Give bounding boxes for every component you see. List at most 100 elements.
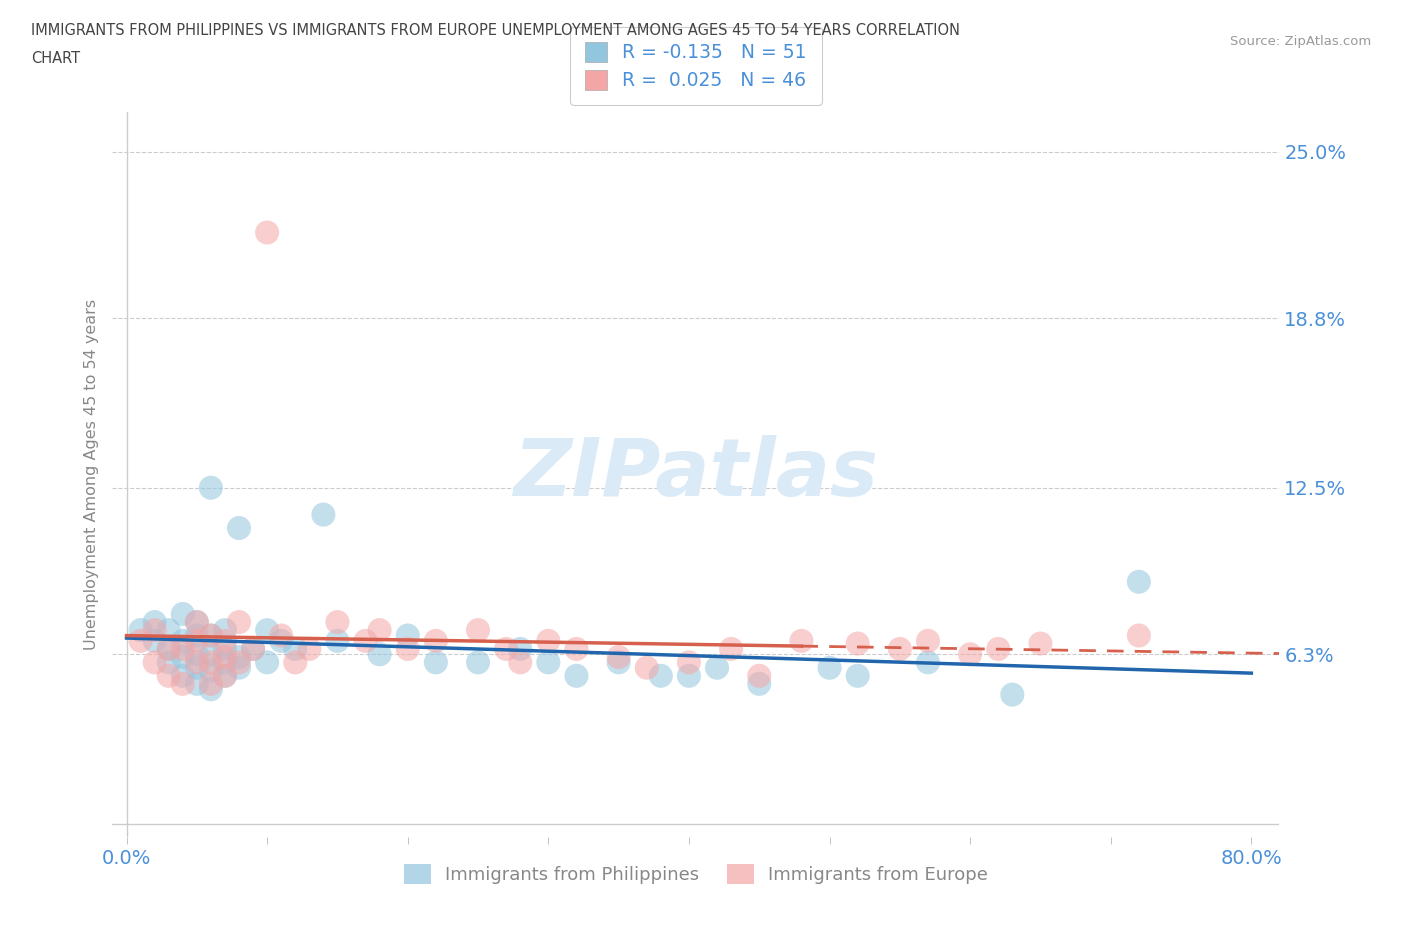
- Point: [425, 655, 447, 670]
- Point: [157, 669, 180, 684]
- Text: ZIPatlas: ZIPatlas: [513, 435, 879, 513]
- Text: Source: ZipAtlas.com: Source: ZipAtlas.com: [1230, 35, 1371, 48]
- Point: [228, 655, 250, 670]
- Point: [157, 655, 180, 670]
- Point: [1001, 687, 1024, 702]
- Point: [678, 669, 700, 684]
- Point: [354, 633, 377, 648]
- Point: [143, 655, 166, 670]
- Point: [959, 647, 981, 662]
- Legend: Immigrants from Philippines, Immigrants from Europe: Immigrants from Philippines, Immigrants …: [395, 856, 997, 893]
- Point: [396, 628, 419, 643]
- Point: [200, 663, 222, 678]
- Point: [186, 655, 208, 670]
- Point: [537, 633, 560, 648]
- Point: [748, 676, 770, 691]
- Point: [425, 633, 447, 648]
- Point: [157, 623, 180, 638]
- Point: [172, 676, 194, 691]
- Point: [242, 642, 264, 657]
- Point: [565, 642, 588, 657]
- Point: [846, 636, 869, 651]
- Point: [467, 655, 489, 670]
- Point: [917, 655, 939, 670]
- Point: [284, 642, 307, 657]
- Point: [678, 655, 700, 670]
- Point: [129, 623, 152, 638]
- Point: [368, 647, 391, 662]
- Point: [200, 628, 222, 643]
- Point: [607, 649, 630, 664]
- Point: [214, 633, 236, 648]
- Point: [200, 676, 222, 691]
- Point: [537, 655, 560, 670]
- Point: [228, 615, 250, 630]
- Point: [157, 642, 180, 657]
- Point: [790, 633, 813, 648]
- Point: [636, 660, 658, 675]
- Point: [186, 615, 208, 630]
- Point: [326, 615, 349, 630]
- Point: [607, 655, 630, 670]
- Point: [186, 615, 208, 630]
- Text: CHART: CHART: [31, 51, 80, 66]
- Point: [143, 615, 166, 630]
- Point: [467, 623, 489, 638]
- Point: [186, 647, 208, 662]
- Point: [186, 633, 208, 648]
- Point: [650, 669, 672, 684]
- Point: [172, 649, 194, 664]
- Point: [172, 633, 194, 648]
- Point: [214, 669, 236, 684]
- Text: IMMIGRANTS FROM PHILIPPINES VS IMMIGRANTS FROM EUROPE UNEMPLOYMENT AMONG AGES 45: IMMIGRANTS FROM PHILIPPINES VS IMMIGRANT…: [31, 23, 960, 38]
- Point: [186, 628, 208, 643]
- Point: [186, 676, 208, 691]
- Point: [143, 623, 166, 638]
- Point: [1128, 628, 1150, 643]
- Point: [157, 642, 180, 657]
- Point: [200, 682, 222, 697]
- Point: [143, 633, 166, 648]
- Point: [200, 655, 222, 670]
- Point: [917, 633, 939, 648]
- Point: [172, 669, 194, 684]
- Point: [509, 655, 531, 670]
- Point: [200, 628, 222, 643]
- Point: [495, 642, 517, 657]
- Point: [312, 507, 335, 522]
- Point: [256, 225, 278, 240]
- Point: [214, 642, 236, 657]
- Point: [1128, 575, 1150, 590]
- Point: [846, 669, 869, 684]
- Point: [172, 642, 194, 657]
- Point: [720, 642, 742, 657]
- Point: [326, 633, 349, 648]
- Point: [228, 660, 250, 675]
- Point: [565, 669, 588, 684]
- Point: [228, 521, 250, 536]
- Point: [270, 633, 292, 648]
- Y-axis label: Unemployment Among Ages 45 to 54 years: Unemployment Among Ages 45 to 54 years: [83, 299, 98, 650]
- Point: [298, 642, 321, 657]
- Point: [368, 623, 391, 638]
- Point: [284, 655, 307, 670]
- Point: [987, 642, 1010, 657]
- Point: [256, 623, 278, 638]
- Point: [706, 660, 728, 675]
- Point: [214, 623, 236, 638]
- Point: [270, 628, 292, 643]
- Point: [748, 669, 770, 684]
- Point: [242, 642, 264, 657]
- Point: [214, 655, 236, 670]
- Point: [1029, 636, 1052, 651]
- Point: [818, 660, 841, 675]
- Point: [129, 633, 152, 648]
- Point: [228, 649, 250, 664]
- Point: [186, 660, 208, 675]
- Point: [396, 642, 419, 657]
- Point: [200, 480, 222, 495]
- Point: [509, 642, 531, 657]
- Point: [200, 647, 222, 662]
- Point: [214, 649, 236, 664]
- Point: [172, 606, 194, 621]
